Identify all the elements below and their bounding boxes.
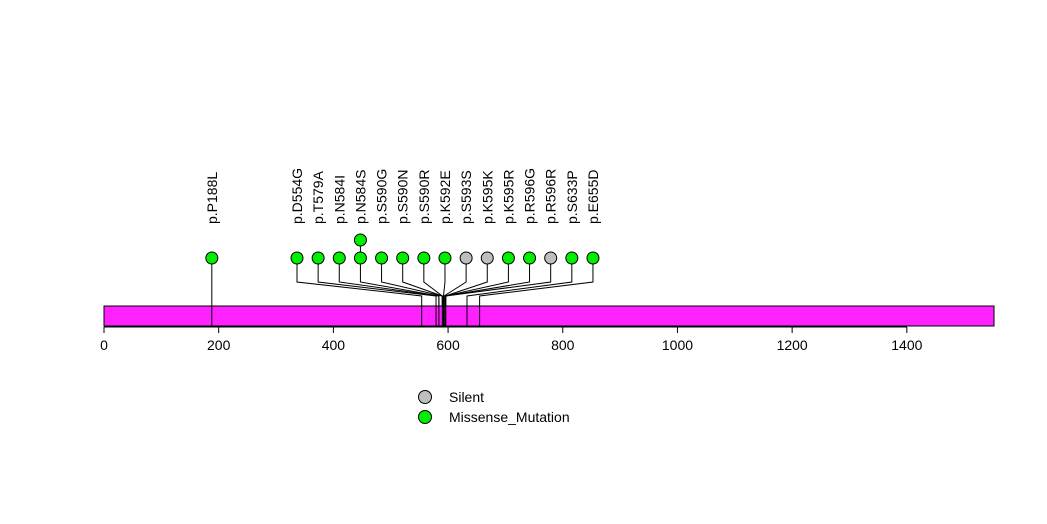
mutation-lollipop bbox=[501, 251, 515, 265]
mutation-stem bbox=[479, 258, 594, 306]
mutation-label: p.S590G bbox=[374, 169, 390, 224]
axis-tick-label: 200 bbox=[207, 337, 231, 353]
mutation-labels: p.P188L p.D554G p.T579A p.N584I p.N584S p.S59… bbox=[204, 168, 601, 224]
mutation-lollipop bbox=[332, 251, 346, 265]
mutation-stem bbox=[444, 258, 509, 306]
mutation-stem bbox=[317, 258, 437, 306]
mutation-label: p.K595R bbox=[500, 170, 516, 224]
mutation-stem bbox=[423, 258, 443, 306]
mutation-lollipop bbox=[417, 251, 431, 265]
mutation-label: p.S590N bbox=[395, 170, 411, 224]
mutation-label: p.D554G bbox=[289, 168, 305, 224]
mutation-label: p.K592E bbox=[437, 170, 453, 224]
axis-tick-label: 1200 bbox=[777, 337, 808, 353]
mutation-stem bbox=[443, 258, 467, 306]
mutation-lollipop bbox=[438, 251, 452, 265]
mutation-label: p.S633P bbox=[564, 170, 580, 224]
axis-tick-label: 800 bbox=[551, 337, 575, 353]
mutation-label: p.P188L bbox=[204, 172, 220, 224]
mutation-lollipop bbox=[311, 251, 325, 265]
mutation-links bbox=[211, 240, 594, 306]
axis-tick-label: 1400 bbox=[891, 337, 922, 353]
mutation-label: p.R596G bbox=[522, 168, 538, 224]
legend-swatch bbox=[418, 410, 432, 424]
mutation-lollipop bbox=[353, 233, 367, 247]
mutation-lollipop bbox=[565, 251, 579, 265]
legend: Silent Missense_Mutation bbox=[418, 389, 570, 425]
mutation-lollipop bbox=[396, 251, 410, 265]
mutation-lollipop bbox=[544, 251, 558, 265]
mutation-label: p.N584I bbox=[331, 175, 347, 224]
mutation-stem bbox=[381, 258, 443, 306]
mutation-stem bbox=[442, 258, 446, 306]
mutation-label: p.S593S bbox=[458, 170, 474, 224]
mutation-lollipop bbox=[586, 251, 600, 265]
mutation-stem bbox=[359, 240, 440, 306]
legend-label: Missense_Mutation bbox=[449, 409, 570, 425]
mutation-lollipop bbox=[353, 251, 367, 265]
axis-tick-label: 400 bbox=[322, 337, 346, 353]
mutation-lollipop bbox=[523, 251, 537, 265]
mutation-stems bbox=[211, 306, 481, 326]
mutation-stem bbox=[296, 258, 423, 306]
axis-tick-label: 600 bbox=[436, 337, 460, 353]
mutation-label: p.N584S bbox=[352, 170, 368, 224]
axis-tick-label: 0 bbox=[100, 337, 108, 353]
mutation-stem bbox=[466, 258, 573, 306]
mutation-lollipop bbox=[480, 251, 494, 265]
mutation-lollipop bbox=[290, 251, 304, 265]
mutation-label: p.E655D bbox=[585, 170, 601, 224]
mutation-label: p.K595K bbox=[479, 170, 495, 224]
axis-tick-label: 1000 bbox=[662, 337, 693, 353]
mutation-stem bbox=[445, 258, 552, 306]
mutation-lollipop bbox=[375, 251, 389, 265]
mutation-label: p.S590R bbox=[416, 170, 432, 224]
x-axis: 0 200 400 600 800 1000 1200 1400 bbox=[100, 326, 923, 353]
protein-domain-bar bbox=[103, 305, 995, 327]
mutation-label: p.R596R bbox=[543, 169, 559, 224]
mutation-lollipop bbox=[205, 251, 219, 265]
legend-label: Silent bbox=[449, 389, 484, 405]
legend-swatch bbox=[418, 390, 432, 404]
mutation-label: p.T579A bbox=[310, 170, 326, 224]
mutation-lollipops bbox=[205, 233, 600, 265]
mutation-lollipop bbox=[459, 251, 473, 265]
